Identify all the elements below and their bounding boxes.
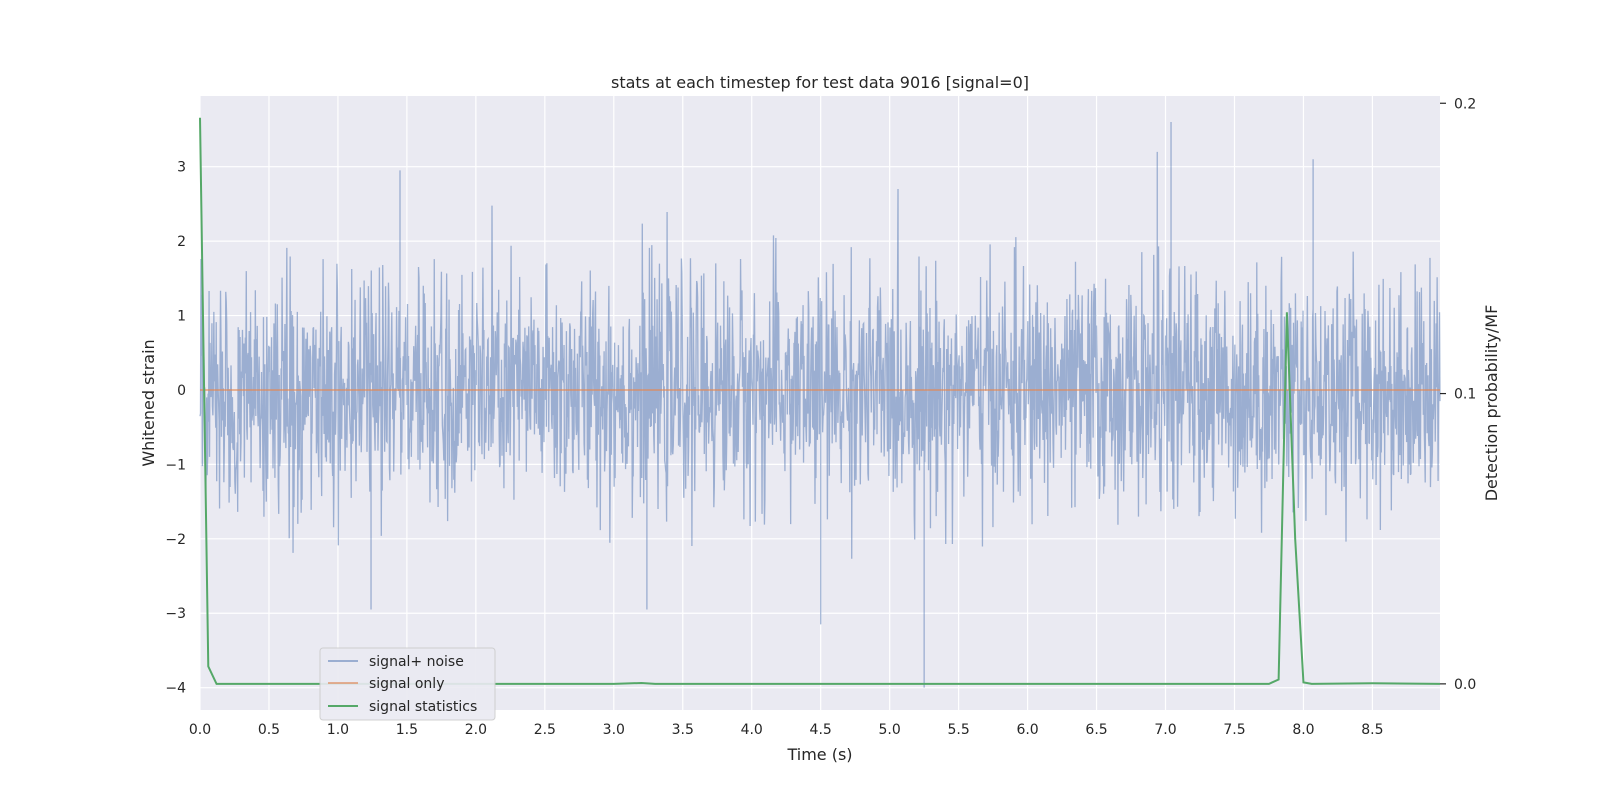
x-tick-label: 5.0 xyxy=(879,722,901,738)
x-tick-label: 5.5 xyxy=(947,722,969,738)
legend-label-signal-noise: signal+ noise xyxy=(369,654,464,670)
x-tick-label: 4.5 xyxy=(810,722,832,738)
y-tick-label: 3 xyxy=(177,160,186,176)
x-tick-label: 3.0 xyxy=(603,722,625,738)
x-tick-label: 4.0 xyxy=(741,722,763,738)
legend-box xyxy=(319,647,496,721)
y-axis-label: Whitened strain xyxy=(139,339,158,466)
legend-label-signal-only: signal only xyxy=(369,676,444,692)
y2-tick-label: 0.2 xyxy=(1454,96,1476,112)
y2-axis-ticks: 0.0 0.1 0.2 xyxy=(1440,96,1476,693)
series-signal-statistics xyxy=(199,117,1441,685)
x-axis-ticks: 0.0 0.5 1.0 1.5 2.0 2.5 3.0 3.5 4.0 4.5 5.0 5.5 6.0 6… xyxy=(189,722,1384,738)
y2-axis-label: Detection probability/MF xyxy=(1482,305,1501,502)
x-tick-label: 2.5 xyxy=(534,722,556,738)
x-tick-label: 0.0 xyxy=(189,722,211,738)
x-tick-label: 2.0 xyxy=(465,722,487,738)
legend: signal+ noise signal only signal statist… xyxy=(319,647,496,721)
legend-label-signal-statistics: signal statistics xyxy=(369,699,477,715)
y-tick-label: 0 xyxy=(177,383,186,399)
y2-tick-label: 0.1 xyxy=(1454,387,1476,403)
x-tick-label: 1.0 xyxy=(327,722,349,738)
x-tick-label: 7.0 xyxy=(1154,722,1176,738)
signal-statistics-line xyxy=(199,117,1441,685)
y-tick-label: −1 xyxy=(165,457,186,473)
y-tick-label: −3 xyxy=(165,606,186,622)
y-tick-label: 2 xyxy=(177,234,186,250)
series-signal-noise xyxy=(199,122,1441,688)
x-tick-label: 3.5 xyxy=(672,722,694,738)
chart-title: stats at each timestep for test data 901… xyxy=(611,73,1029,92)
x-tick-label: 7.5 xyxy=(1223,722,1245,738)
x-tick-label: 6.5 xyxy=(1085,722,1107,738)
x-tick-label: 8.5 xyxy=(1361,722,1383,738)
x-tick-label: 8.0 xyxy=(1292,722,1314,738)
y2-tick-label: 0.0 xyxy=(1454,677,1476,693)
x-tick-label: 6.0 xyxy=(1016,722,1038,738)
y-tick-label: −2 xyxy=(165,532,186,548)
x-tick-label: 0.5 xyxy=(258,722,280,738)
y-tick-label: −4 xyxy=(165,681,186,697)
x-axis-label: Time (s) xyxy=(786,745,852,764)
y-axis-ticks: −4 −3 −2 −1 0 1 2 3 xyxy=(165,160,186,697)
y-tick-label: 1 xyxy=(177,309,186,325)
signal-noise-line xyxy=(199,122,1441,688)
x-tick-label: 1.5 xyxy=(396,722,418,738)
